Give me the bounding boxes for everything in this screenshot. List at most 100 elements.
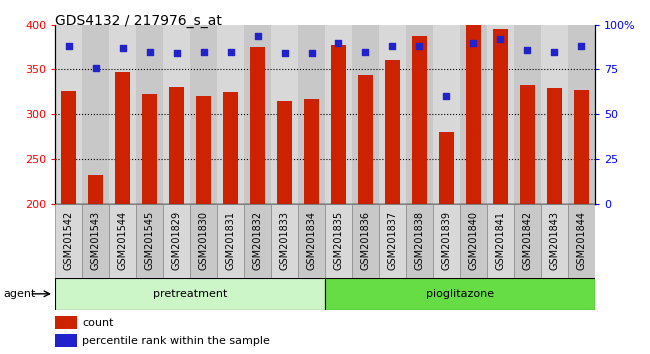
Bar [568, 25, 595, 204]
Bar [547, 88, 562, 204]
Point [441, 93, 452, 99]
Bar [574, 90, 589, 204]
Bar [82, 25, 109, 204]
Bar [304, 99, 319, 204]
Bar [460, 25, 487, 204]
Bar [412, 36, 427, 204]
Text: percentile rank within the sample: percentile rank within the sample [82, 336, 270, 346]
Bar [190, 25, 217, 204]
Text: GSM201834: GSM201834 [307, 211, 317, 270]
Bar [406, 204, 433, 278]
Bar [250, 47, 265, 204]
Bar [568, 204, 595, 278]
Text: GSM201543: GSM201543 [91, 211, 101, 270]
Text: GSM201831: GSM201831 [226, 211, 235, 270]
Text: GSM201842: GSM201842 [523, 211, 532, 270]
Point [64, 44, 74, 49]
Point [144, 49, 155, 55]
Bar [358, 75, 373, 204]
Bar [379, 25, 406, 204]
Bar [277, 101, 292, 204]
Text: GSM201837: GSM201837 [387, 211, 397, 270]
Point [280, 51, 290, 56]
Point [226, 49, 236, 55]
Bar [433, 204, 460, 278]
Bar [271, 204, 298, 278]
Point [198, 49, 209, 55]
Bar [55, 278, 325, 310]
Bar [196, 96, 211, 204]
Bar [244, 25, 271, 204]
Bar [487, 25, 514, 204]
Bar [142, 93, 157, 204]
Bar [541, 204, 568, 278]
Bar [466, 25, 481, 204]
Point [495, 36, 506, 42]
Point [333, 40, 344, 45]
Point [172, 51, 182, 56]
Point [576, 44, 586, 49]
Point [414, 44, 424, 49]
Bar [163, 25, 190, 204]
Bar [136, 204, 163, 278]
Point [118, 45, 128, 51]
Bar [55, 204, 83, 278]
Bar [217, 204, 244, 278]
Text: agent: agent [3, 289, 36, 299]
Bar [115, 72, 130, 204]
Point [522, 47, 532, 53]
Bar [223, 92, 238, 204]
Point [387, 44, 398, 49]
Bar [190, 204, 217, 278]
Bar [55, 25, 83, 204]
Text: GSM201545: GSM201545 [145, 211, 155, 270]
Text: GSM201835: GSM201835 [333, 211, 343, 270]
Text: GSM201843: GSM201843 [549, 211, 559, 270]
Bar [514, 25, 541, 204]
Point [90, 65, 101, 70]
Point [306, 51, 317, 56]
Bar [514, 204, 541, 278]
Bar [163, 204, 190, 278]
Text: pretreatment: pretreatment [153, 289, 228, 299]
Bar [136, 25, 163, 204]
Bar [271, 25, 298, 204]
Bar [82, 204, 109, 278]
Text: GSM201833: GSM201833 [280, 211, 289, 270]
Bar [520, 85, 535, 204]
Text: GSM201830: GSM201830 [199, 211, 209, 270]
Text: pioglitazone: pioglitazone [426, 289, 494, 299]
Text: GSM201542: GSM201542 [64, 211, 73, 270]
Bar [325, 25, 352, 204]
Point [252, 33, 263, 38]
Text: GSM201844: GSM201844 [577, 211, 586, 270]
Bar [460, 204, 487, 278]
Bar [109, 204, 136, 278]
Point [549, 49, 560, 55]
Bar [331, 45, 346, 204]
Text: GSM201838: GSM201838 [415, 211, 424, 270]
Bar [61, 91, 76, 204]
Bar [325, 204, 352, 278]
Bar [379, 204, 406, 278]
Bar [298, 25, 325, 204]
Text: GSM201840: GSM201840 [469, 211, 478, 270]
Text: GSM201836: GSM201836 [361, 211, 370, 270]
Text: GDS4132 / 217976_s_at: GDS4132 / 217976_s_at [55, 14, 222, 28]
Bar [169, 87, 184, 204]
Point [360, 49, 370, 55]
Point [468, 40, 478, 45]
Bar [433, 25, 460, 204]
Bar [541, 25, 568, 204]
Bar [88, 175, 103, 204]
Bar [55, 335, 77, 348]
Text: count: count [82, 318, 114, 327]
Text: GSM201839: GSM201839 [441, 211, 451, 270]
Text: GSM201832: GSM201832 [253, 211, 263, 270]
Bar [325, 278, 595, 310]
Bar [439, 132, 454, 204]
Bar [109, 25, 136, 204]
Text: GSM201544: GSM201544 [118, 211, 127, 270]
Text: GSM201841: GSM201841 [495, 211, 505, 270]
Bar [487, 204, 514, 278]
